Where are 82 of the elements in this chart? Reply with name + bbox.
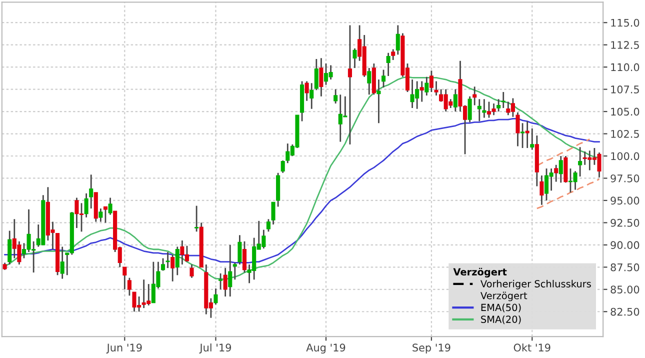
candlestick: [376, 78, 381, 124]
x-tick-label: Jul '19: [199, 343, 232, 354]
candlestick: [84, 192, 88, 218]
y-tick-label: 107.5: [611, 86, 639, 94]
candlestick: [266, 218, 270, 232]
candlestick: [170, 254, 175, 282]
y-tick-label: 102.5: [611, 130, 639, 138]
candlestick: [89, 174, 94, 210]
annotation: Verzögert: [480, 292, 528, 302]
candlestick: [271, 202, 276, 226]
candlestick: [127, 277, 132, 296]
candlestick: [525, 120, 530, 149]
candlestick: [60, 246, 64, 280]
y-tick-label: 100.0: [611, 152, 640, 160]
candlestick: [352, 48, 357, 69]
x-tick-label: Aug '19: [306, 344, 346, 354]
candlestick: [520, 122, 525, 149]
candlestick: [554, 164, 558, 182]
candlestick: [98, 208, 103, 222]
candlestick: [314, 58, 318, 91]
candlestick: [218, 272, 223, 290]
candlestick: [381, 69, 386, 88]
candlestick: [190, 264, 194, 279]
y-tick-label: 90.00: [610, 241, 640, 250]
candlestick: [516, 112, 520, 147]
candlestick: [472, 86, 477, 106]
candlestick: [304, 80, 309, 102]
x-tick-label: Jun '19: [106, 344, 142, 354]
candlestick: [334, 88, 338, 104]
candlestick: [160, 258, 166, 272]
candlestick: [396, 24, 400, 56]
candlestick: [214, 288, 218, 306]
candlestick: [228, 244, 232, 298]
y-tick-label: 115.0: [611, 18, 640, 27]
x-tick-label: Sep '19: [412, 344, 450, 354]
candlestick: [103, 206, 108, 224]
y-tick-label: 87.50: [610, 263, 640, 272]
candlestick: [367, 67, 372, 96]
candlestick: [468, 96, 472, 123]
candlestick: [348, 24, 352, 146]
candlestick: [242, 240, 247, 274]
candlestick: [310, 82, 314, 110]
candlestick: [558, 155, 563, 184]
candlestick: [420, 80, 424, 102]
candlestick: [496, 98, 501, 112]
candlestick: [175, 246, 180, 276]
annotation: Vorheriger Schlusskurs: [480, 280, 591, 290]
candlestick: [501, 91, 506, 109]
candlestick: [386, 52, 390, 77]
candlestick: [434, 80, 438, 96]
candlestick: [319, 57, 324, 98]
legend-label: SMA(20): [481, 315, 521, 324]
y-tick-label: 105.0: [611, 108, 640, 116]
y-tick-label: 97.50: [610, 174, 640, 182]
candlestick: [530, 128, 534, 150]
candlestick: [429, 70, 434, 93]
candlestick: [194, 205, 199, 232]
legend-title: Verzögert: [453, 268, 507, 278]
y-tick-label: 112.5: [611, 41, 639, 49]
candlestick: [280, 160, 285, 174]
candlestick: [8, 230, 12, 266]
legend-label: EMA(50): [481, 304, 521, 312]
y-tick-label: 92.50: [610, 218, 640, 227]
y-tick-label: 85.00: [610, 286, 640, 294]
candlestick: [223, 267, 228, 298]
x-tick-label: Okt '19: [514, 343, 550, 352]
candlestick: [424, 76, 429, 96]
y-tick-label: 82.50: [610, 308, 640, 316]
candlestick: [391, 48, 396, 61]
candlestick: [540, 174, 544, 206]
line-series: [536, 178, 600, 210]
candlestick: [108, 197, 112, 216]
candlestick: [578, 146, 582, 178]
candlestick: [453, 88, 458, 112]
y-tick-label: 95.00: [610, 196, 640, 205]
y-tick-label: 110.0: [611, 63, 640, 72]
candlestick: [232, 262, 237, 280]
candlestick: [122, 266, 127, 290]
candlestick: [477, 98, 482, 122]
candlestick: [166, 251, 170, 269]
candlestick: [238, 234, 242, 266]
candlestick: [482, 98, 486, 118]
